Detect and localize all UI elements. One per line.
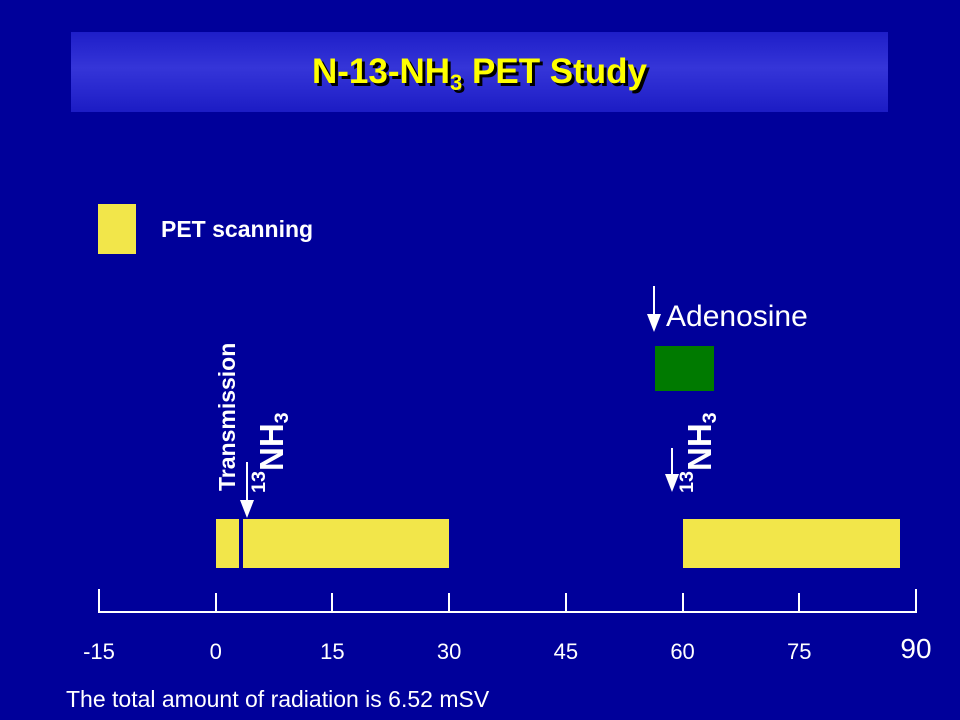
- axis-tick: [798, 593, 801, 611]
- adenosine-label: Adenosine: [666, 300, 808, 333]
- axis-tick-label: 45: [553, 639, 579, 664]
- arrow-down-icon: [647, 286, 661, 332]
- axis-tick-label: 15: [320, 639, 345, 664]
- nh3-rest-main: NH: [252, 423, 290, 471]
- axis-tick-label: -15: [83, 639, 115, 664]
- nh3-stress-sub: 3: [698, 412, 721, 424]
- title-prefix: N-13-NH: [311, 52, 451, 91]
- arrow-down-icon: [665, 448, 679, 492]
- axis-tick-label: 60: [670, 639, 695, 664]
- nh3-stress-label: 13NH3: [676, 412, 722, 493]
- axis-tick: [915, 589, 917, 613]
- axis-tick-label: 30: [436, 639, 462, 664]
- axis-tick: [331, 593, 334, 611]
- nh3-stress-main: NH: [680, 423, 718, 471]
- axis-tick: [448, 593, 451, 611]
- pet-scan-bar: [215, 519, 240, 568]
- title-suffix: PET Study: [462, 52, 648, 91]
- adenosine-bar: [655, 346, 714, 391]
- legend-label-pet: PET scanning: [161, 216, 314, 242]
- axis-tick: [98, 589, 100, 613]
- legend-swatch-pet: [98, 204, 136, 254]
- title-subscript: 3: [450, 70, 463, 95]
- radiation-note: The total amount of radiation is 6.52 mS…: [66, 686, 490, 712]
- title-bar: N-13-NH3 PET Study: [71, 32, 888, 112]
- transmission-label: Transmission: [214, 342, 240, 491]
- axis-tick-label: 0: [209, 639, 222, 664]
- axis-tick: [564, 593, 567, 611]
- pet-scan-bar: [242, 519, 450, 568]
- slide-title: N-13-NH3 PET Study: [71, 52, 888, 96]
- axis-tick: [214, 593, 217, 611]
- nh3-rest-sub: 3: [270, 412, 293, 424]
- axis-tick-label: 90: [900, 633, 932, 664]
- time-axis: [99, 611, 916, 613]
- axis-tick-label: 75: [787, 639, 812, 664]
- arrow-down-icon: [240, 462, 254, 518]
- pet-scan-bar: [682, 519, 901, 568]
- axis-tick: [681, 593, 684, 611]
